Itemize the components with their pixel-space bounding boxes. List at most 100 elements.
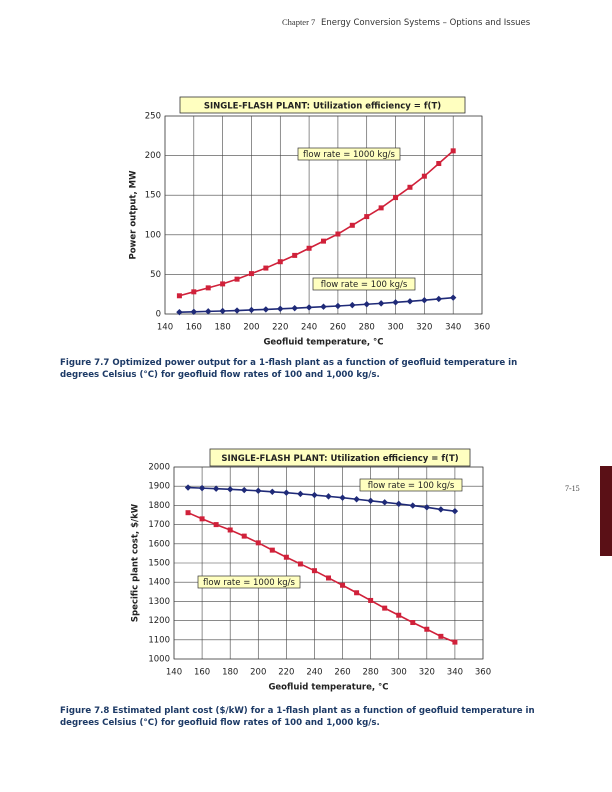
x-tick-label: 180 [222,668,238,678]
y-tick-label: 1200 [148,616,170,626]
marker [449,294,457,301]
marker [321,238,326,244]
x-axis-label: Geofluid temperature, °C [263,338,383,348]
x-axis-label: Geofluid temperature, °C [268,683,388,693]
x-tick-label: 260 [330,323,346,333]
x-tick-label: 300 [391,668,407,678]
y-tick-label: 1800 [148,501,170,511]
x-tick-label: 180 [215,323,231,333]
marker [292,252,298,258]
x-tick-label: 340 [445,323,461,333]
series-label: flow rate = 1000 kg/s [303,150,396,160]
x-tick-label: 220 [278,668,294,678]
marker [339,494,346,501]
marker [407,184,413,190]
annotation-box [197,575,301,589]
marker [219,307,226,315]
marker [349,301,356,309]
y-tick-label: 0 [156,310,161,320]
caption: Figure 7.7 Optimized power output for a … [60,358,518,380]
marker [255,540,261,546]
marker [297,490,304,498]
x-tick-label: 140 [157,323,173,333]
chapter: Chapter 7 [282,17,316,27]
marker [311,491,318,499]
chart-title: SINGLE-FLASH PLANT: Utilization efficien… [221,454,458,464]
marker [381,499,388,506]
marker [199,516,205,522]
marker [269,488,276,495]
page-number: 7-15 [565,484,580,493]
y-tick-label: 1900 [148,482,170,492]
marker [306,245,312,251]
marker [248,306,255,314]
x-tick-label: 300 [387,323,403,333]
marker [435,295,442,303]
marker [234,276,240,282]
series-label: flow rate = 100 kg/s [368,481,455,491]
x-tick-label: 320 [416,323,432,333]
x-tick-label: 320 [419,668,435,678]
marker [368,597,374,603]
marker [395,500,402,508]
x-tick-label: 240 [301,323,317,333]
marker [363,301,370,308]
marker [393,195,399,201]
marker [176,293,182,299]
marker [450,148,456,154]
marker [212,485,220,492]
marker [311,568,317,574]
x-tick-label: 360 [474,323,490,333]
marker [406,298,414,305]
marker [213,522,219,528]
marker [185,510,191,516]
marker [283,554,289,560]
marker [396,612,402,618]
marker [451,507,459,515]
marker [334,302,342,310]
y-axis-label: Power output, MW [129,170,139,260]
annotation-box [359,478,463,492]
marker [377,300,385,307]
y-tick-label: 1700 [148,520,170,530]
marker [255,487,262,495]
series-label: flow rate = 100 kg/s [321,280,408,290]
y-axis-label: Specific plant cost, $/kW [131,503,141,622]
marker [184,484,192,491]
marker [277,259,283,265]
marker [410,620,416,626]
x-tick-label: 160 [186,323,202,333]
marker [437,506,445,513]
caption: Figure 7.8 Estimated plant cost ($/kW) f… [60,706,535,728]
x-tick-label: 340 [447,668,463,678]
marker [191,289,197,295]
title-box [179,96,466,114]
y-tick-label: 150 [145,191,161,201]
marker [291,304,298,312]
marker [378,205,384,211]
marker [277,305,284,312]
marker [392,299,399,306]
marker [297,561,303,567]
x-tick-label: 140 [166,668,182,678]
chart-title: SINGLE-FLASH PLANT: Utilization efficien… [204,102,441,112]
marker [283,489,290,496]
marker [305,304,313,311]
marker [176,308,183,316]
y-tick-label: 2000 [148,463,170,473]
y-tick-label: 1400 [148,578,170,588]
marker [262,306,270,313]
annotation-box [312,277,416,291]
marker [205,308,212,315]
x-tick-label: 200 [250,668,266,678]
marker [226,486,234,493]
marker [248,271,254,277]
marker [190,308,198,315]
marker [436,161,442,167]
marker [320,303,327,310]
marker [409,502,416,509]
marker [452,639,458,645]
y-tick-label: 1300 [148,597,170,607]
marker [367,497,374,504]
